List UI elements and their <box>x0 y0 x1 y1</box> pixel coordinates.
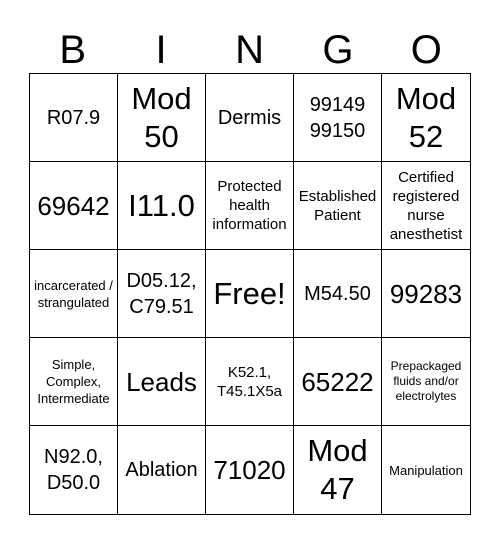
bingo-cell[interactable]: Dermis <box>206 74 294 162</box>
bingo-cell[interactable]: Certified registered nurse anesthetist <box>382 162 470 250</box>
bingo-cell[interactable]: 65222 <box>294 338 382 426</box>
bingo-header: B I N G O <box>29 27 471 73</box>
bingo-cell[interactable]: 71020 <box>206 426 294 514</box>
bingo-cell[interactable]: 99149 99150 <box>294 74 382 162</box>
header-letter-o: O <box>410 28 443 72</box>
bingo-cell[interactable]: incarcerated / strangulated <box>30 250 118 338</box>
bingo-cell[interactable]: Prepackaged fluids and/or electrolytes <box>382 338 470 426</box>
bingo-cell[interactable]: Established Patient <box>294 162 382 250</box>
bingo-cell[interactable]: D05.12, C79.51 <box>118 250 206 338</box>
bingo-cell[interactable]: I11.0 <box>118 162 206 250</box>
bingo-cell[interactable]: 69642 <box>30 162 118 250</box>
header-letter-i: I <box>155 28 168 72</box>
bingo-cell[interactable]: R07.9 <box>30 74 118 162</box>
bingo-cell[interactable]: Leads <box>118 338 206 426</box>
bingo-cell[interactable]: M54.50 <box>294 250 382 338</box>
bingo-cell[interactable]: K52.1, T45.1X5a <box>206 338 294 426</box>
free-space[interactable]: Free! <box>206 250 294 338</box>
header-letter-b: B <box>59 28 88 72</box>
bingo-cell[interactable]: Mod 47 <box>294 426 382 514</box>
bingo-cell[interactable]: Mod 50 <box>118 74 206 162</box>
header-letter-g: G <box>322 28 355 72</box>
header-letter-n: N <box>235 28 265 72</box>
bingo-card: R07.9 Mod 50 Dermis 99149 99150 Mod 52 6… <box>29 73 471 515</box>
bingo-cell[interactable]: N92.0, D50.0 <box>30 426 118 514</box>
bingo-cell[interactable]: Mod 52 <box>382 74 470 162</box>
bingo-cell[interactable]: Manipulation <box>389 462 463 478</box>
bingo-cell[interactable]: Simple, Complex, Intermediate <box>30 338 118 426</box>
bingo-cell[interactable]: Protected health information <box>206 162 294 250</box>
bingo-cell[interactable]: Ablation <box>118 426 206 514</box>
bingo-cell[interactable]: 99283 <box>382 250 470 338</box>
